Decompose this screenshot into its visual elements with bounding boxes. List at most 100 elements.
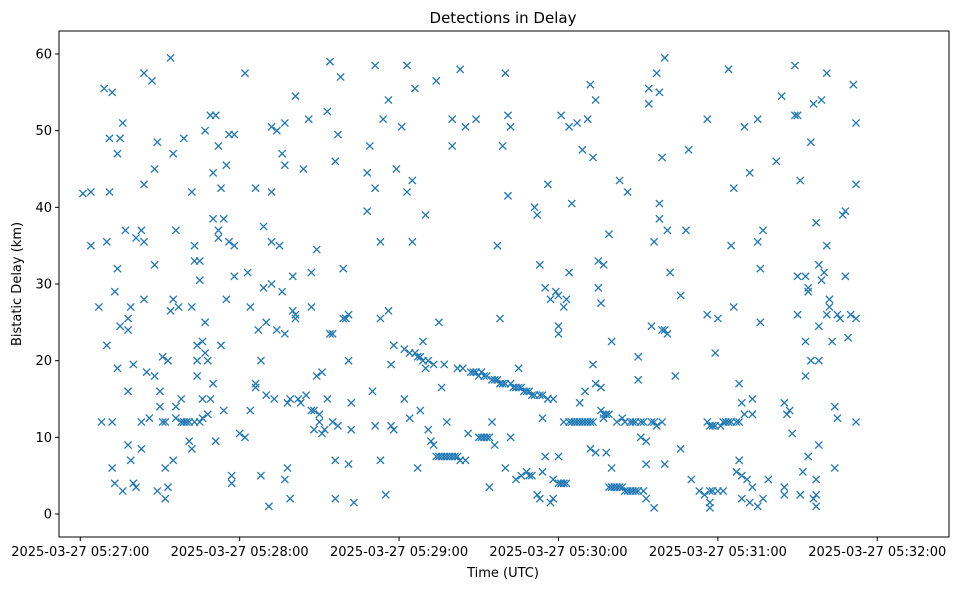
data-point [729,302,738,312]
data-point [487,417,497,427]
data-point [166,53,175,62]
data-point [86,241,95,250]
data-point [142,368,151,377]
data-point [804,452,813,461]
data-point [280,329,289,338]
data-point [695,486,704,496]
data-point [450,452,459,461]
data-point [437,383,446,392]
data-point [158,417,167,427]
data-point [323,107,332,116]
data-point [501,69,510,78]
data-point [724,65,733,74]
data-point [732,467,741,476]
data-point [240,433,250,442]
data-point [174,302,183,312]
data-point [312,245,321,254]
data-point [413,463,422,473]
data-point [283,398,292,407]
data-point [658,417,667,427]
data-point [814,356,823,365]
data-point [713,314,722,323]
data-point [217,184,226,193]
data-point [309,406,319,415]
data-point [424,356,433,365]
data-point [328,417,337,427]
data-point [658,325,667,335]
data-point [573,118,582,128]
data-point [347,425,356,434]
x-axis-label: Time (UTC) [466,566,539,581]
y-tick-label: 40 [35,201,52,216]
data-point [331,157,340,166]
data-point [413,352,422,361]
data-point [139,237,149,246]
data-point [408,176,417,185]
data-point [735,379,744,388]
data-point [554,452,563,461]
data-point [586,80,595,89]
data-point [267,237,276,246]
data-point [110,479,119,488]
data-point [554,329,563,338]
data-point [161,463,170,473]
data-point [812,490,821,499]
data-point [448,115,457,124]
data-point [161,494,170,503]
data-point [137,444,146,453]
data-point [105,187,114,197]
data-point [812,218,821,227]
data-point [116,134,125,143]
data-point [86,187,95,197]
data-point [211,111,220,120]
data-point [206,394,215,404]
data-point [618,483,627,492]
data-point [647,417,656,427]
data-point [286,394,295,404]
data-point [256,471,265,480]
y-axis-label: Bistatic Delay (km) [10,222,25,346]
data-point [623,187,632,197]
data-point [312,371,321,381]
data-point [817,95,826,105]
data-point [118,118,127,128]
data-point [554,291,563,300]
data-point [267,279,276,289]
data-point [190,241,199,250]
data-point [809,494,818,503]
data-point [607,463,616,473]
data-point [331,494,340,503]
data-point [644,84,653,93]
data-point [822,310,831,319]
data-point [323,394,332,404]
data-point [660,325,669,335]
data-point [562,295,571,304]
data-point [788,429,797,438]
data-point [804,287,813,296]
data-point [201,126,210,135]
data-point [716,421,725,430]
data-point [102,341,111,350]
data-point [288,272,297,281]
data-point [533,210,542,220]
data-point [732,417,741,427]
data-point [551,287,560,296]
data-point [163,356,172,365]
data-point [753,115,762,124]
data-point [211,437,220,446]
data-point [150,371,159,381]
data-point [376,456,385,465]
data-point [177,394,186,404]
data-point [442,417,451,427]
x-tick-label: 2025-03-27 05:27:00 [11,545,149,560]
data-point [729,184,738,193]
data-point [129,479,138,488]
data-point [219,406,228,415]
data-point [591,95,600,105]
data-point [230,241,239,250]
data-point [753,502,762,511]
data-point [756,318,765,327]
data-point [543,180,552,189]
data-point [434,318,443,327]
data-point [814,322,823,331]
